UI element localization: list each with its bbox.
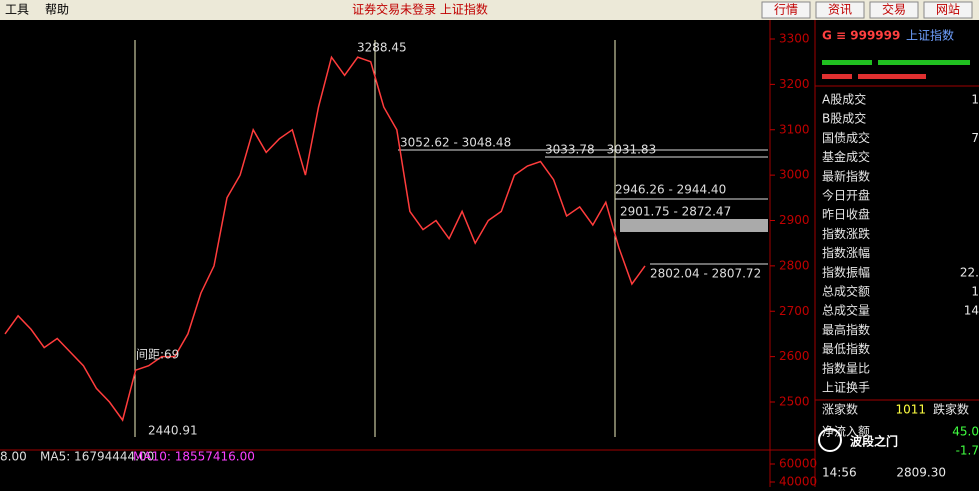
menu-item[interactable]: 帮助	[45, 3, 69, 17]
status: 证券交易未登录 上证指数	[352, 2, 488, 17]
indicator: 8.00	[0, 450, 27, 464]
y-tick-label: 2700	[779, 304, 810, 318]
row-label: 跌家数	[933, 402, 969, 417]
menu-button[interactable]: 资讯	[828, 3, 852, 17]
menu-bar	[0, 0, 979, 20]
panel-code: G ≡ 999999	[822, 29, 900, 43]
row-value: 1	[971, 285, 979, 299]
row-value: 1011	[895, 403, 926, 417]
row-label: 涨家数	[822, 402, 858, 417]
row-label: A股成交	[822, 92, 866, 107]
menu-button-frame	[761, 1, 811, 19]
y-tick-label: 2600	[779, 349, 810, 363]
row-label: 昨日收盘	[822, 207, 870, 222]
menu-button[interactable]: 行情	[774, 3, 798, 17]
annotation: 3288.45	[357, 41, 407, 55]
y-tick-label: 60000	[779, 457, 817, 471]
bar	[858, 74, 926, 79]
y-tick-label: 3100	[779, 122, 810, 136]
row-value: 1	[971, 93, 979, 107]
row-label: 净流入额	[822, 425, 870, 439]
bar	[878, 60, 970, 65]
price: 2809.30	[896, 466, 946, 480]
y-tick-label: 3000	[779, 168, 810, 182]
annotation: 2440.91	[148, 424, 198, 438]
row-label: B股成交	[822, 111, 866, 126]
row-label: 最低指数	[822, 341, 870, 356]
panel-name: 上证指数	[906, 28, 954, 43]
annotation: 3033.78 - 3031.83	[545, 143, 656, 157]
menu-button-frame	[815, 1, 865, 19]
row-label: 总成交额	[822, 284, 870, 299]
watermark: 波段之门	[850, 434, 898, 449]
annotation: 3052.62 - 3048.48	[400, 136, 511, 150]
row-label: 指数涨幅	[822, 245, 870, 260]
row-label: 最高指数	[822, 322, 870, 337]
row-label: 上证换手	[822, 381, 870, 395]
annotation: 2901.75 - 2872.47	[620, 205, 731, 219]
row-value: 7	[971, 131, 979, 145]
menu-button-frame	[869, 1, 919, 19]
bar	[822, 74, 852, 79]
menu-button-frame	[923, 1, 973, 19]
row-label: 指数量比	[822, 360, 870, 375]
y-tick-label: 2900	[779, 213, 810, 227]
gap-zone	[620, 219, 768, 232]
row-label: 今日开盘	[822, 188, 870, 203]
bar	[822, 60, 872, 65]
y-tick-label: 40000	[779, 475, 817, 488]
row-label: 最新指数	[822, 168, 870, 183]
time: 14:56	[822, 466, 857, 480]
menu-button[interactable]: 网站	[936, 3, 960, 17]
price-line	[4, 55, 646, 422]
menu-button[interactable]: 交易	[882, 2, 906, 17]
levels	[398, 149, 768, 265]
row-value: -1.7	[956, 444, 979, 458]
menu-item[interactable]: 工具	[5, 3, 29, 17]
row-label: 基金成交	[822, 149, 870, 164]
y-tick-label: 3200	[779, 77, 810, 91]
indicator: MA10: 18557416.00	[133, 450, 255, 464]
y-tick-label: 3300	[779, 32, 810, 46]
annotation: 间距:69	[136, 348, 179, 362]
watermark-icon	[818, 428, 842, 452]
y-tick-label: 2500	[779, 395, 810, 409]
row-value: 22.	[960, 265, 979, 279]
row-label: 总成交量	[822, 303, 870, 318]
annotation: 2946.26 - 2944.40	[615, 183, 726, 197]
row-label: 指数涨跌	[822, 226, 870, 241]
row-label: 国债成交	[822, 130, 870, 145]
row-label: 指数振幅	[822, 264, 870, 279]
annotation: 2802.04 - 2807.72	[650, 267, 761, 281]
row-value: 45.0	[952, 425, 979, 439]
row-value: 14	[964, 304, 979, 318]
y-tick-label: 2800	[779, 258, 810, 272]
indicator: MA5: 16794444.00	[40, 450, 154, 464]
